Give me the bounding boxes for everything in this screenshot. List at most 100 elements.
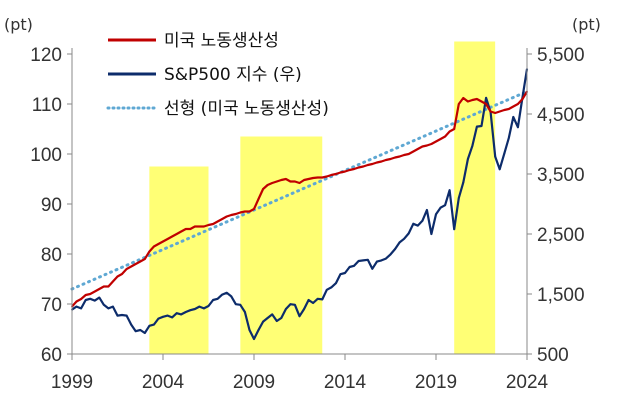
series-point-1-63 xyxy=(357,260,360,262)
series-point-0-47 xyxy=(285,178,287,180)
series-point-1-33 xyxy=(221,293,224,296)
series-point-0-29 xyxy=(203,225,205,228)
series-point-0-49 xyxy=(294,180,296,183)
series-point-1-49 xyxy=(294,303,296,306)
series-point-0-85 xyxy=(457,103,460,105)
series-point-0-3 xyxy=(84,294,87,296)
series-point-0-78 xyxy=(426,144,428,147)
series-point-1-93 xyxy=(494,155,497,158)
series-point-1-4 xyxy=(89,297,92,300)
series-point-1-15 xyxy=(139,329,142,331)
series-point-0-97 xyxy=(512,105,515,108)
series-point-1-38 xyxy=(244,311,246,313)
y-right-tick-label-3: 3,500 xyxy=(537,165,585,186)
series-point-1-51 xyxy=(303,308,305,310)
series-point-0-94 xyxy=(498,110,501,113)
series-point-0-13 xyxy=(130,265,133,268)
series-point-0-69 xyxy=(385,159,387,161)
series-point-1-97 xyxy=(512,116,515,118)
series-point-0-88 xyxy=(471,99,474,101)
x-tick-label-2: 2009 xyxy=(233,372,275,393)
series-point-1-5 xyxy=(93,299,96,302)
series-point-0-31 xyxy=(212,223,215,225)
y-left-tick-label-6: 120 xyxy=(30,45,62,66)
series-point-1-94 xyxy=(498,168,501,171)
series-point-1-37 xyxy=(239,303,242,306)
series-point-1-54 xyxy=(316,297,319,300)
series-point-1-3 xyxy=(84,299,87,301)
series-point-1-73 xyxy=(403,237,405,240)
series-point-0-81 xyxy=(439,138,442,140)
series-point-0-39 xyxy=(248,210,251,213)
series-point-1-23 xyxy=(175,312,178,315)
series-point-1-12 xyxy=(125,314,128,317)
series-point-0-30 xyxy=(207,224,210,226)
series-point-1-75 xyxy=(412,222,415,225)
series-point-0-68 xyxy=(380,160,383,163)
series-point-0-54 xyxy=(316,176,319,179)
series-point-0-5 xyxy=(93,290,96,293)
series-point-0-40 xyxy=(253,208,255,210)
series-point-1-31 xyxy=(212,299,215,301)
series-point-0-71 xyxy=(394,156,396,159)
series-point-1-82 xyxy=(444,204,446,207)
series-point-0-59 xyxy=(339,171,342,174)
series-point-1-96 xyxy=(507,137,510,139)
series-point-0-51 xyxy=(303,179,305,181)
series-point-1-41 xyxy=(257,329,260,331)
series-point-0-84 xyxy=(453,128,456,130)
series-point-1-2 xyxy=(80,307,82,310)
series-point-1-9 xyxy=(112,305,114,308)
series-point-1-87 xyxy=(467,158,469,160)
series-point-0-74 xyxy=(407,153,410,155)
series-point-1-74 xyxy=(407,232,410,235)
series-point-1-62 xyxy=(353,264,355,267)
series-point-1-26 xyxy=(189,309,192,312)
series-point-0-95 xyxy=(503,109,506,111)
series-point-0-48 xyxy=(289,180,292,183)
y-right-tick-label-0: 500 xyxy=(537,345,569,366)
series-point-1-36 xyxy=(234,303,237,306)
series-point-0-58 xyxy=(335,173,337,175)
x-tick-label-1: 2004 xyxy=(142,372,185,393)
series-point-1-22 xyxy=(171,316,174,319)
series-point-1-53 xyxy=(312,302,314,304)
series-point-0-99 xyxy=(521,98,524,100)
series-point-0-56 xyxy=(325,175,328,178)
series-point-0-37 xyxy=(239,211,242,214)
series-point-0-28 xyxy=(198,225,201,228)
series-point-1-47 xyxy=(285,308,287,310)
series-point-1-1 xyxy=(75,305,78,308)
series-point-0-89 xyxy=(476,98,478,100)
y-right-tick-label-2: 2,500 xyxy=(537,225,585,246)
series-point-0-46 xyxy=(280,179,283,181)
series-point-1-29 xyxy=(203,307,205,310)
x-tick-label-4: 2019 xyxy=(415,372,457,393)
series-point-1-91 xyxy=(485,96,487,99)
series-point-0-41 xyxy=(257,198,260,200)
axes-layer xyxy=(71,48,528,355)
series-point-0-11 xyxy=(121,273,123,275)
series-point-0-22 xyxy=(171,235,174,238)
highlight-period-1 xyxy=(149,166,209,354)
y-right-tick-label-4: 4,500 xyxy=(537,105,585,126)
series-point-1-43 xyxy=(266,317,269,319)
series-point-1-8 xyxy=(107,307,110,310)
series-point-1-88 xyxy=(471,144,474,147)
series-point-1-69 xyxy=(385,257,387,260)
series-point-0-53 xyxy=(312,177,314,179)
series-point-0-42 xyxy=(262,188,264,190)
series-point-0-76 xyxy=(416,148,419,150)
series-point-1-86 xyxy=(462,181,465,184)
series-point-1-11 xyxy=(121,314,123,316)
series-point-1-67 xyxy=(376,260,378,263)
series-point-0-8 xyxy=(107,285,110,288)
series-point-0-6 xyxy=(98,288,101,290)
series-point-0-34 xyxy=(225,215,228,218)
series-point-0-92 xyxy=(489,110,492,113)
series-point-1-25 xyxy=(184,311,187,313)
series-point-1-46 xyxy=(280,317,283,319)
legend-label-productivity: 미국 노동생산성 xyxy=(164,31,279,51)
series-point-0-82 xyxy=(444,135,446,138)
